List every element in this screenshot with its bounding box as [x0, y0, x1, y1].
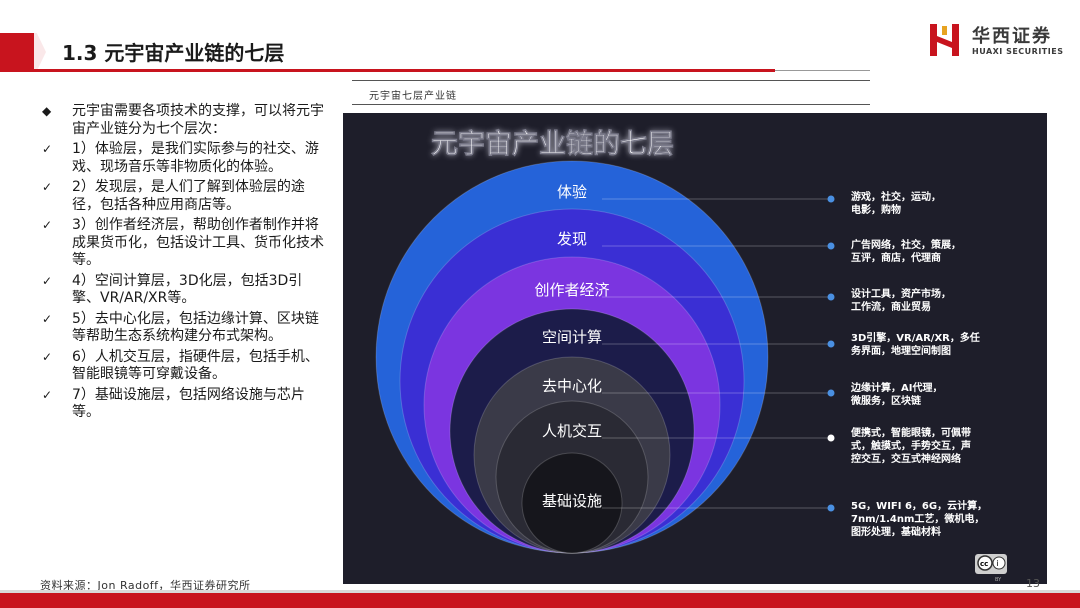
layer-description: 便携式，智能眼镜，可佩带 [851, 426, 971, 439]
layer-label: 发现 [557, 230, 587, 248]
footer-gray-stripe [0, 590, 1080, 593]
layer-description: 微服务，区块链 [850, 394, 922, 407]
layer-label: 基础设施 [542, 492, 602, 510]
point-item: ✓ 2）发现层，是人们了解到体验层的途径，包括各种应用商店等。 [40, 179, 330, 214]
page-number: 13 [1026, 577, 1040, 590]
caption-rule-top [352, 80, 870, 81]
layer-description: 工作流，商业贸易 [851, 300, 931, 313]
layer-description: 7nm/1.4nm工艺，微机电， [851, 512, 984, 525]
logo-name-cn: 华西证券 [972, 26, 1052, 47]
huaxi-logo-icon [930, 24, 959, 56]
figure-heading: 元宇宙产业链的七层 [431, 128, 674, 160]
svg-text:i: i [997, 559, 999, 568]
check-icon: ✓ [42, 218, 53, 232]
layer-circle [521, 452, 623, 554]
layer-connector-dot [827, 389, 835, 397]
layer-descriptions: 游戏，社交，运动，电影，购物广告网络，社交，策展，互评，商店，代理商设计工具，资… [850, 190, 987, 538]
point-item: ✓ 6）人机交互层，指硬件层，包括手机、智能眼镜等可穿戴设备。 [40, 349, 330, 384]
svg-text:cc: cc [980, 560, 988, 568]
point-text: 6）人机交互层，指硬件层，包括手机、智能眼镜等可穿戴设备。 [72, 348, 319, 383]
logo-name-en: HUAXI SECURITIES [972, 47, 1064, 56]
layer-description: 3D引擎，VR/AR/XR，多任 [851, 331, 980, 344]
page-title: 1.3 元宇宙产业链的七层 [62, 41, 285, 65]
layer-label: 去中心化 [542, 377, 602, 395]
check-icon: ✓ [42, 387, 53, 402]
point-item: ✓ 3）创作者经济层，帮助创作者制作并将成果货币化，包括设计工具、货币化技术等。 [40, 217, 330, 270]
figure-caption: 元宇宙七层产业链 [369, 91, 457, 102]
point-text: 1）体验层，是我们实际参与的社交、游戏、现场音乐等非物质化的体验。 [72, 141, 319, 175]
cc-license-badge: cc i BY [975, 554, 1007, 583]
layer-description: 广告网络，社交，策展， [851, 238, 961, 251]
check-icon: ✓ [42, 311, 53, 326]
layer-connector-dot [827, 434, 835, 442]
layer-connector-dot [827, 504, 835, 512]
layer-connector-dot [827, 293, 835, 301]
intro-text: 元宇宙需要各项技术的支撑，可以将元宇宙产业链分为七个层次： [72, 103, 324, 137]
check-icon: ✓ [42, 142, 53, 156]
footer-red-stripe [0, 593, 1080, 608]
diamond-bullet-icon: ◆ [42, 104, 52, 118]
point-item: ✓ 1）体验层，是我们实际参与的社交、游戏、现场音乐等非物质化的体验。 [40, 141, 330, 176]
company-logo: 华西证券 HUAXI SECURITIES [928, 22, 1078, 62]
layer-description: 控交互，交互式神经网络 [851, 452, 961, 465]
layer-label: 空间计算 [542, 328, 602, 346]
source-note: 资料来源：Jon Radoff，华西证券研究所 [40, 579, 251, 592]
license-badge-label: BY [995, 577, 1002, 583]
caption-rule-bottom [352, 104, 870, 105]
layer-description: 游戏，社交，运动， [851, 190, 941, 203]
point-text: 2）发现层，是人们了解到体验层的途径，包括各种应用商店等。 [72, 179, 305, 213]
layer-description: 5G，WIFI 6，6G，云计算， [851, 499, 987, 512]
point-text: 4）空间计算层，3D化层，包括3D引擎、VR/AR/XR等。 [72, 272, 303, 307]
layer-description: 图形处理，基础材料 [851, 525, 941, 538]
layer-circles [375, 160, 769, 554]
layer-description: 互评，商店，代理商 [851, 251, 941, 264]
layer-label: 体验 [557, 183, 587, 201]
layer-connector-dot [827, 195, 835, 203]
check-icon: ✓ [42, 349, 53, 364]
point-text: 3）创作者经济层，帮助创作者制作并将成果货币化，包括设计工具、货币化技术等。 [72, 217, 324, 268]
layer-description: 电影，购物 [851, 203, 901, 216]
layer-connectors [602, 195, 835, 512]
layer-description: 务界面，地理空间制图 [851, 344, 951, 357]
point-item: ✓ 4）空间计算层，3D化层，包括3D引擎、VR/AR/XR等。 [40, 273, 330, 308]
point-item: ✓ 7）基础设施层，包括网络设施与芯片等。 [40, 387, 330, 422]
title-rule [0, 69, 775, 72]
title-rule-extension [775, 70, 870, 71]
bullet-list: ◆ 元宇宙需要各项技术的支撑，可以将元宇宙产业链分为七个层次： ✓ 1）体验层，是… [40, 103, 330, 425]
point-list: ✓ 1）体验层，是我们实际参与的社交、游戏、现场音乐等非物质化的体验。 ✓ 2）发现层… [40, 141, 330, 422]
title-accent-tab [34, 33, 48, 71]
layers-figure: 元宇宙产业链的七层 体验发现创作者经济空间计算去中心化人机交互基础设施 游戏，社… [343, 113, 1047, 584]
point-item: ✓ 5）去中心化层，包括边缘计算、区块链等帮助生态系统构建分布式架构。 [40, 311, 330, 346]
layer-connector-dot [827, 340, 835, 348]
layer-description: 式，触摸式，手势交互，声 [851, 439, 971, 452]
layer-connector-dot [827, 242, 835, 250]
check-icon: ✓ [42, 180, 53, 194]
point-text: 5）去中心化层，包括边缘计算、区块链等帮助生态系统构建分布式架构。 [72, 310, 319, 345]
check-icon: ✓ [42, 273, 53, 288]
layer-label: 创作者经济 [534, 281, 609, 299]
layer-description: 边缘计算，AI代理， [850, 381, 942, 394]
point-text: 7）基础设施层，包括网络设施与芯片等。 [72, 386, 305, 421]
layer-label: 人机交互 [542, 422, 602, 440]
intro-bullet: ◆ 元宇宙需要各项技术的支撑，可以将元宇宙产业链分为七个层次： [40, 103, 330, 138]
layer-description: 设计工具，资产市场， [851, 287, 951, 300]
